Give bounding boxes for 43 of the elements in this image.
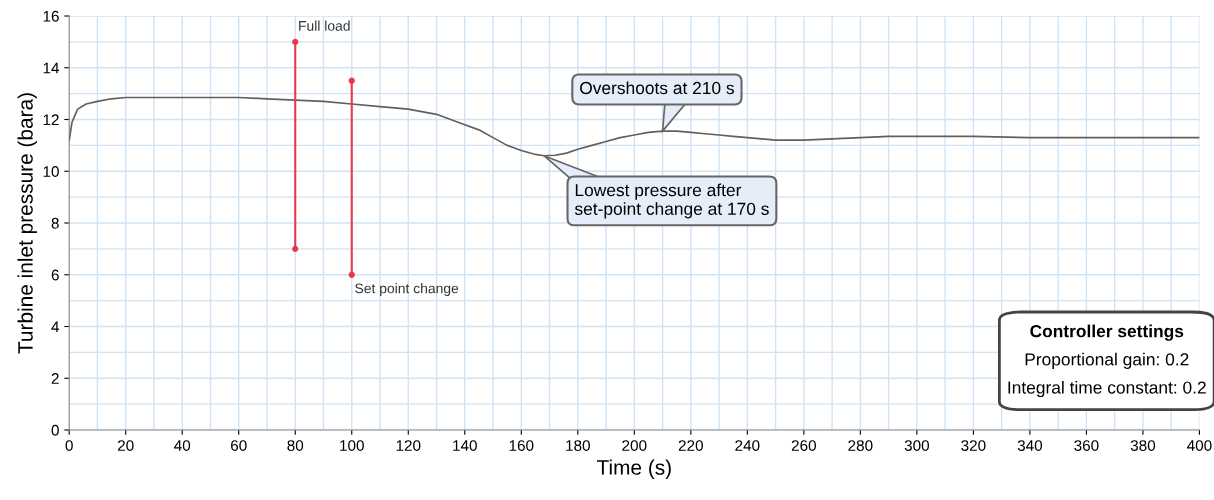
- point: [348, 271, 355, 278]
- x-tick-label: 40: [174, 440, 191, 451]
- y-tick-label: 0: [51, 424, 59, 436]
- x-tick-label: 220: [678, 440, 703, 451]
- y-tick-label: 8: [51, 217, 59, 229]
- y-tick-label: 4: [51, 321, 60, 333]
- x-tick-label: 340: [1017, 440, 1043, 451]
- point: [348, 77, 355, 84]
- x-tick-label: 280: [848, 440, 873, 451]
- y-tick-label: 16: [43, 10, 59, 22]
- x-tick-label: 140: [453, 440, 477, 451]
- annotation: Set point change: [355, 283, 459, 297]
- x-tick-label: 300: [904, 440, 930, 451]
- x-tick-label: 100: [340, 440, 364, 451]
- x-tick-label: 20: [117, 440, 134, 451]
- x-tick-label: 200: [622, 440, 647, 451]
- x-tick-label: 60: [231, 440, 247, 451]
- x-tick-label: 80: [287, 440, 304, 451]
- y-tick-label: 12: [43, 114, 59, 126]
- x-tick-label: 160: [509, 440, 534, 451]
- point: [292, 38, 299, 46]
- y-tick-label: 6: [51, 269, 59, 281]
- x-tick-label: 240: [735, 440, 760, 451]
- annotation: Full load: [299, 20, 350, 31]
- x-tick-label: 400: [1187, 440, 1212, 451]
- annotation: Proportional gain: 0.2: [1025, 352, 1189, 369]
- annotation: Controller settings: [1030, 324, 1184, 341]
- annotation: Overshoots at 210 s: [580, 81, 734, 95]
- point: [292, 245, 299, 253]
- y-tick-label: 2: [51, 373, 59, 384]
- x-tick-label: 380: [1130, 440, 1156, 451]
- annotation: Integral time constant: 0.2: [1008, 380, 1206, 398]
- y-tick-label: 14: [43, 62, 60, 74]
- x-tick-label: 180: [566, 440, 590, 451]
- y-tick-label: 10: [43, 166, 59, 177]
- x-tick-label: 360: [1074, 440, 1099, 451]
- x-axis-title: Time (s): [596, 459, 671, 479]
- annotation: Lowest pressure after set-point change at 170 s: [574, 183, 769, 219]
- x-tick-label: 260: [791, 440, 816, 451]
- x-tick-label: 0: [65, 440, 73, 451]
- x-tick-label: 320: [961, 440, 986, 451]
- y-axis-title: Turbine inlet pressure (bara): [17, 93, 37, 354]
- x-tick-label: 120: [396, 440, 421, 451]
